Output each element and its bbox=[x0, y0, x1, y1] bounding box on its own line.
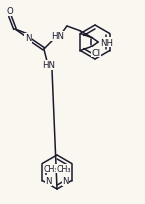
Text: HN: HN bbox=[42, 61, 55, 70]
Text: CH₃: CH₃ bbox=[43, 164, 58, 173]
Text: CH₃: CH₃ bbox=[56, 164, 71, 173]
Text: Cl: Cl bbox=[91, 48, 101, 57]
Text: N: N bbox=[25, 34, 31, 43]
Text: HN: HN bbox=[51, 32, 64, 41]
Text: N: N bbox=[62, 176, 69, 185]
Text: N: N bbox=[45, 176, 51, 185]
Text: O: O bbox=[7, 7, 13, 16]
Text: NH: NH bbox=[100, 38, 113, 47]
